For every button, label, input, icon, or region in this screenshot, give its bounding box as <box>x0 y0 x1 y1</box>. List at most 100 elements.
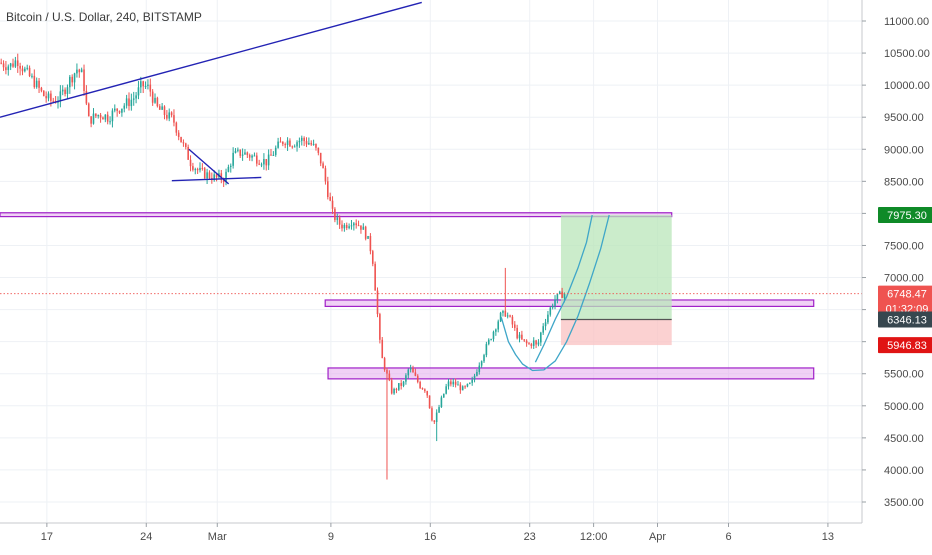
time-tick-label: Mar <box>208 531 227 543</box>
candle-body <box>154 97 156 103</box>
candle-body <box>355 223 358 226</box>
trendline-long-rising[interactable] <box>0 1 422 118</box>
target-area[interactable] <box>560 214 672 320</box>
candle-body <box>227 166 230 172</box>
candle-body <box>374 263 376 291</box>
long-position-tool[interactable] <box>560 214 672 346</box>
candle-body <box>464 386 466 388</box>
price-label-text: 7975.30 <box>887 210 927 222</box>
candle-body <box>431 408 433 421</box>
cup-arc-curve[interactable] <box>500 214 610 372</box>
candle-body <box>530 344 533 346</box>
trendline-wedge-lower[interactable] <box>171 176 262 182</box>
candle-body <box>442 393 445 398</box>
candle-body <box>300 137 303 141</box>
candle-body <box>395 388 398 390</box>
candle-body <box>369 236 372 252</box>
candle-body <box>495 329 497 332</box>
candle-body <box>502 310 504 313</box>
price-tick-label: 4000.00 <box>884 465 924 477</box>
price-label-box <box>878 206 932 223</box>
candle-body <box>469 382 471 384</box>
price-tick-label: 8500.00 <box>884 176 924 188</box>
candle-body <box>170 112 173 116</box>
candle-body <box>208 172 211 179</box>
candle-body <box>177 132 180 137</box>
stop-area[interactable] <box>560 319 672 346</box>
candle-body <box>2 63 5 68</box>
candle-body <box>428 395 431 409</box>
candle-body <box>499 312 502 322</box>
candle-body <box>466 383 469 387</box>
candle-body <box>95 113 97 117</box>
candle-body <box>528 343 530 345</box>
candle-body <box>118 110 121 113</box>
candle-body <box>35 80 38 88</box>
candle-body <box>90 116 92 124</box>
candle-body <box>289 140 291 147</box>
candle-body <box>419 381 421 389</box>
candle-body <box>327 181 329 197</box>
time-tick-label: 6 <box>725 531 731 543</box>
candle-body <box>511 316 514 325</box>
candle-body <box>298 140 301 143</box>
candle-body <box>85 90 88 104</box>
candle-body <box>137 87 140 96</box>
candle-body <box>260 164 263 166</box>
projection-curve[interactable] <box>534 214 593 363</box>
price-label-box <box>878 311 932 328</box>
candle-body <box>12 63 14 67</box>
candle-body <box>341 224 343 229</box>
price-tick-label: 7000.00 <box>884 273 924 285</box>
price-tick-label: 7500.00 <box>884 240 924 252</box>
candle-body <box>135 95 137 99</box>
candle-body <box>563 293 566 298</box>
candle-body <box>445 386 447 394</box>
candle-body <box>457 384 459 386</box>
candle-body <box>561 291 563 298</box>
candle-body <box>504 310 507 317</box>
candle-body <box>478 365 481 373</box>
candle-body <box>532 340 535 346</box>
time-tick-label: 13 <box>822 531 834 543</box>
price-label-box <box>878 337 932 354</box>
candle-body <box>248 155 251 158</box>
candle-body <box>480 361 483 366</box>
candle-body <box>66 87 69 94</box>
candle-body <box>256 155 258 164</box>
drawings[interactable] <box>0 1 862 372</box>
time-tick-label: 23 <box>524 531 536 543</box>
candle-body <box>303 137 305 142</box>
candle-body <box>483 355 485 362</box>
candle-body <box>151 91 154 103</box>
candle-body <box>132 98 135 100</box>
candle-body <box>130 99 133 107</box>
candle-body <box>305 141 308 145</box>
candle-body <box>319 152 322 164</box>
candle-body <box>33 75 36 88</box>
candle-body <box>414 372 417 376</box>
candle-body <box>367 236 369 239</box>
candle-body <box>405 375 407 382</box>
candle-body <box>315 144 317 148</box>
candle-body <box>383 358 386 370</box>
candle-body <box>317 147 320 153</box>
candle-body <box>542 326 544 333</box>
zone-resistance-7975 <box>0 212 673 218</box>
candle-body <box>180 136 182 143</box>
candle-body <box>452 381 455 385</box>
candle-body <box>220 173 223 180</box>
candle-body <box>24 68 26 72</box>
candle-body <box>513 324 516 328</box>
grid <box>0 0 862 523</box>
trendline-wedge-upper[interactable] <box>188 148 230 185</box>
candle-body <box>331 200 334 209</box>
candle-body <box>102 117 104 120</box>
price-label-text: 6346.13 <box>887 314 927 326</box>
candle-body <box>69 76 71 88</box>
candle-body <box>241 154 244 156</box>
candle-body <box>76 69 78 74</box>
